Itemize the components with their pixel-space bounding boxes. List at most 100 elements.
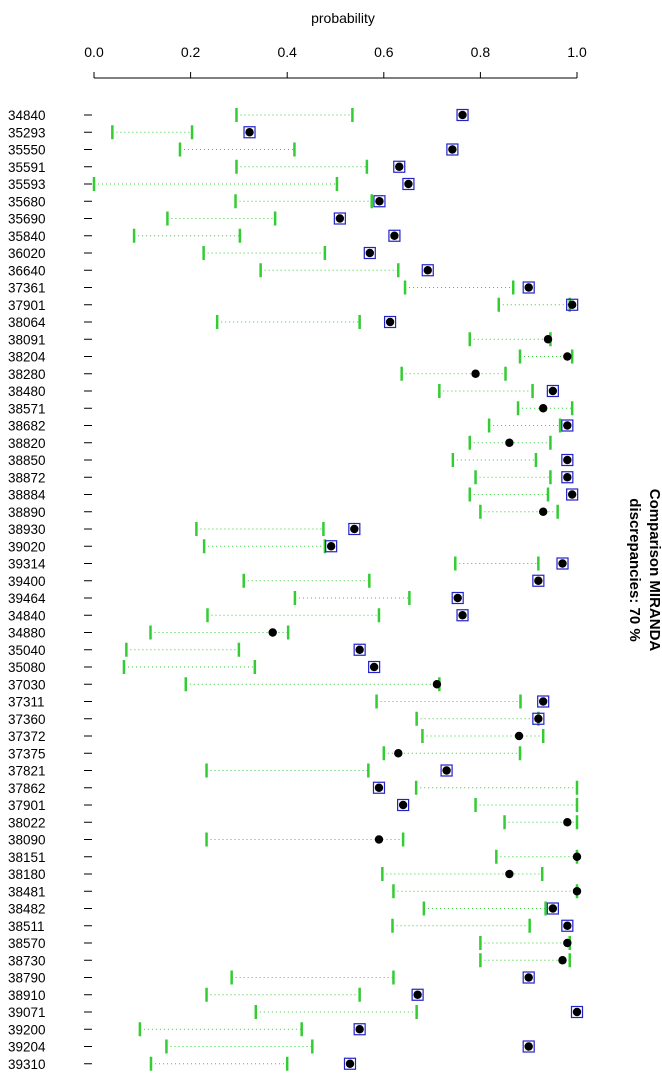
data-row: 38730	[8, 953, 572, 968]
row-label: 35293	[8, 125, 46, 140]
data-row: 37030	[8, 677, 442, 692]
discrepancy-box	[325, 540, 338, 553]
data-row: 38570	[8, 936, 572, 951]
data-row: 35690	[8, 211, 346, 227]
row-label: 39200	[8, 1022, 46, 1037]
row-label: 38064	[8, 315, 46, 330]
probability-point	[534, 714, 543, 723]
probability-point	[558, 956, 567, 965]
discrepancy-box	[566, 298, 579, 311]
data-row: 35680	[8, 194, 386, 209]
discrepancy-box	[556, 557, 569, 570]
probability-point	[563, 938, 572, 948]
x-tick-label: 0.0	[84, 44, 104, 60]
data-row: 38790	[8, 970, 535, 986]
discrepancy-box	[393, 160, 406, 173]
data-row: 37360	[8, 711, 545, 727]
discrepancy-box	[532, 574, 545, 587]
row-label: 39310	[8, 1057, 46, 1072]
data-row: 38151	[8, 849, 582, 865]
data-row: 38884	[8, 487, 579, 503]
data-row: 38571	[8, 401, 574, 416]
data-row: 34840	[8, 108, 469, 123]
probability-point	[442, 766, 451, 775]
row-label: 38820	[8, 436, 46, 451]
data-row: 37901	[8, 798, 579, 813]
probability-point	[394, 749, 403, 758]
row-label: 38511	[8, 919, 45, 934]
data-row: 39204	[8, 1039, 535, 1055]
row-label: 38204	[8, 350, 46, 365]
data-row: 38280	[8, 366, 507, 382]
probability-point	[355, 1025, 364, 1034]
discrepancy-box	[440, 764, 453, 777]
discrepancy-box	[421, 264, 434, 277]
probability-point	[572, 852, 582, 861]
x-tick-label: 0.8	[471, 44, 491, 60]
probability-point	[505, 869, 514, 879]
probability-point	[326, 542, 336, 551]
discrepancy-box	[561, 453, 574, 467]
probability-point	[268, 628, 277, 637]
data-row: 38180	[8, 867, 544, 882]
data-row: 39314	[8, 556, 569, 572]
row-label: 38730	[8, 953, 46, 968]
probability-point	[395, 162, 404, 171]
probability-point	[514, 731, 524, 741]
row-label: 39204	[8, 1040, 46, 1055]
row-label: 36020	[8, 246, 46, 261]
probability-point	[458, 611, 467, 620]
discrepancy-box	[570, 1005, 584, 1019]
row-label: 38480	[8, 384, 46, 399]
x-tick-label: 1.0	[567, 44, 587, 60]
probability-point	[563, 421, 572, 430]
probability-point	[432, 680, 442, 689]
discrepancy-box	[402, 177, 415, 191]
row-label: 37311	[8, 695, 45, 710]
row-label: 38571	[8, 401, 46, 416]
data-row: 38850	[8, 453, 574, 468]
discrepancy-box	[566, 488, 579, 501]
data-row: 39071	[8, 1005, 584, 1020]
row-label: 35080	[8, 660, 46, 675]
probability-point	[398, 800, 408, 810]
discrepancy-box	[372, 781, 386, 794]
row-label: 39020	[8, 539, 46, 554]
data-row: 38930	[8, 522, 361, 537]
probability-point	[453, 593, 462, 603]
data-row: 37375	[8, 746, 522, 761]
discrepancy-box	[363, 246, 376, 260]
row-label: 36640	[8, 263, 46, 278]
data-row: 38091	[8, 332, 553, 347]
data-row: 35840	[8, 228, 401, 244]
discrepancy-box	[522, 281, 535, 294]
data-row: 38022	[8, 815, 579, 830]
row-label: 35840	[8, 229, 46, 244]
discrepancy-box	[456, 609, 469, 622]
probability-point	[563, 455, 572, 465]
discrepancy-box	[343, 1057, 357, 1070]
probability-point	[458, 110, 467, 120]
discrepancy-box	[353, 643, 366, 656]
data-row: 37821	[8, 763, 453, 779]
probability-point	[390, 231, 399, 240]
row-label: 35680	[8, 194, 46, 209]
data-row: 38872	[8, 470, 574, 485]
discrepancy-box	[353, 1023, 366, 1036]
probability-point	[538, 697, 548, 706]
discrepancy-box	[348, 522, 361, 536]
row-label: 37360	[8, 712, 46, 727]
row-label: 38022	[8, 815, 46, 830]
probability-point	[345, 1059, 355, 1068]
probability-point	[413, 990, 422, 999]
probability-point	[524, 973, 533, 982]
data-row: 35550	[8, 142, 459, 158]
probability-point	[548, 386, 558, 396]
discrepancy-box	[546, 384, 559, 398]
probability-point	[538, 404, 548, 413]
discrepancy-box	[456, 108, 469, 122]
row-label: 39464	[8, 591, 46, 606]
row-label: 38884	[8, 488, 46, 503]
row-label: 38280	[8, 367, 46, 382]
row-label: 35591	[8, 160, 46, 175]
